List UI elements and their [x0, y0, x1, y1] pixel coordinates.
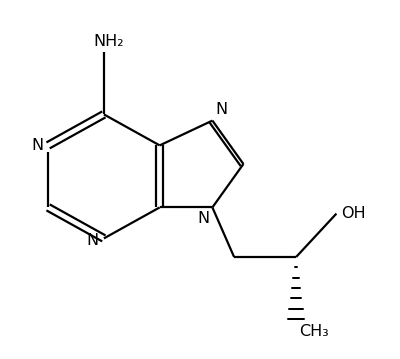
Text: NH₂: NH₂ — [94, 34, 124, 49]
Text: N: N — [197, 210, 209, 225]
Text: N: N — [87, 233, 99, 248]
Text: OH: OH — [341, 206, 366, 221]
Text: N: N — [216, 102, 228, 117]
Text: CH₃: CH₃ — [299, 324, 329, 339]
Text: N: N — [31, 138, 43, 153]
